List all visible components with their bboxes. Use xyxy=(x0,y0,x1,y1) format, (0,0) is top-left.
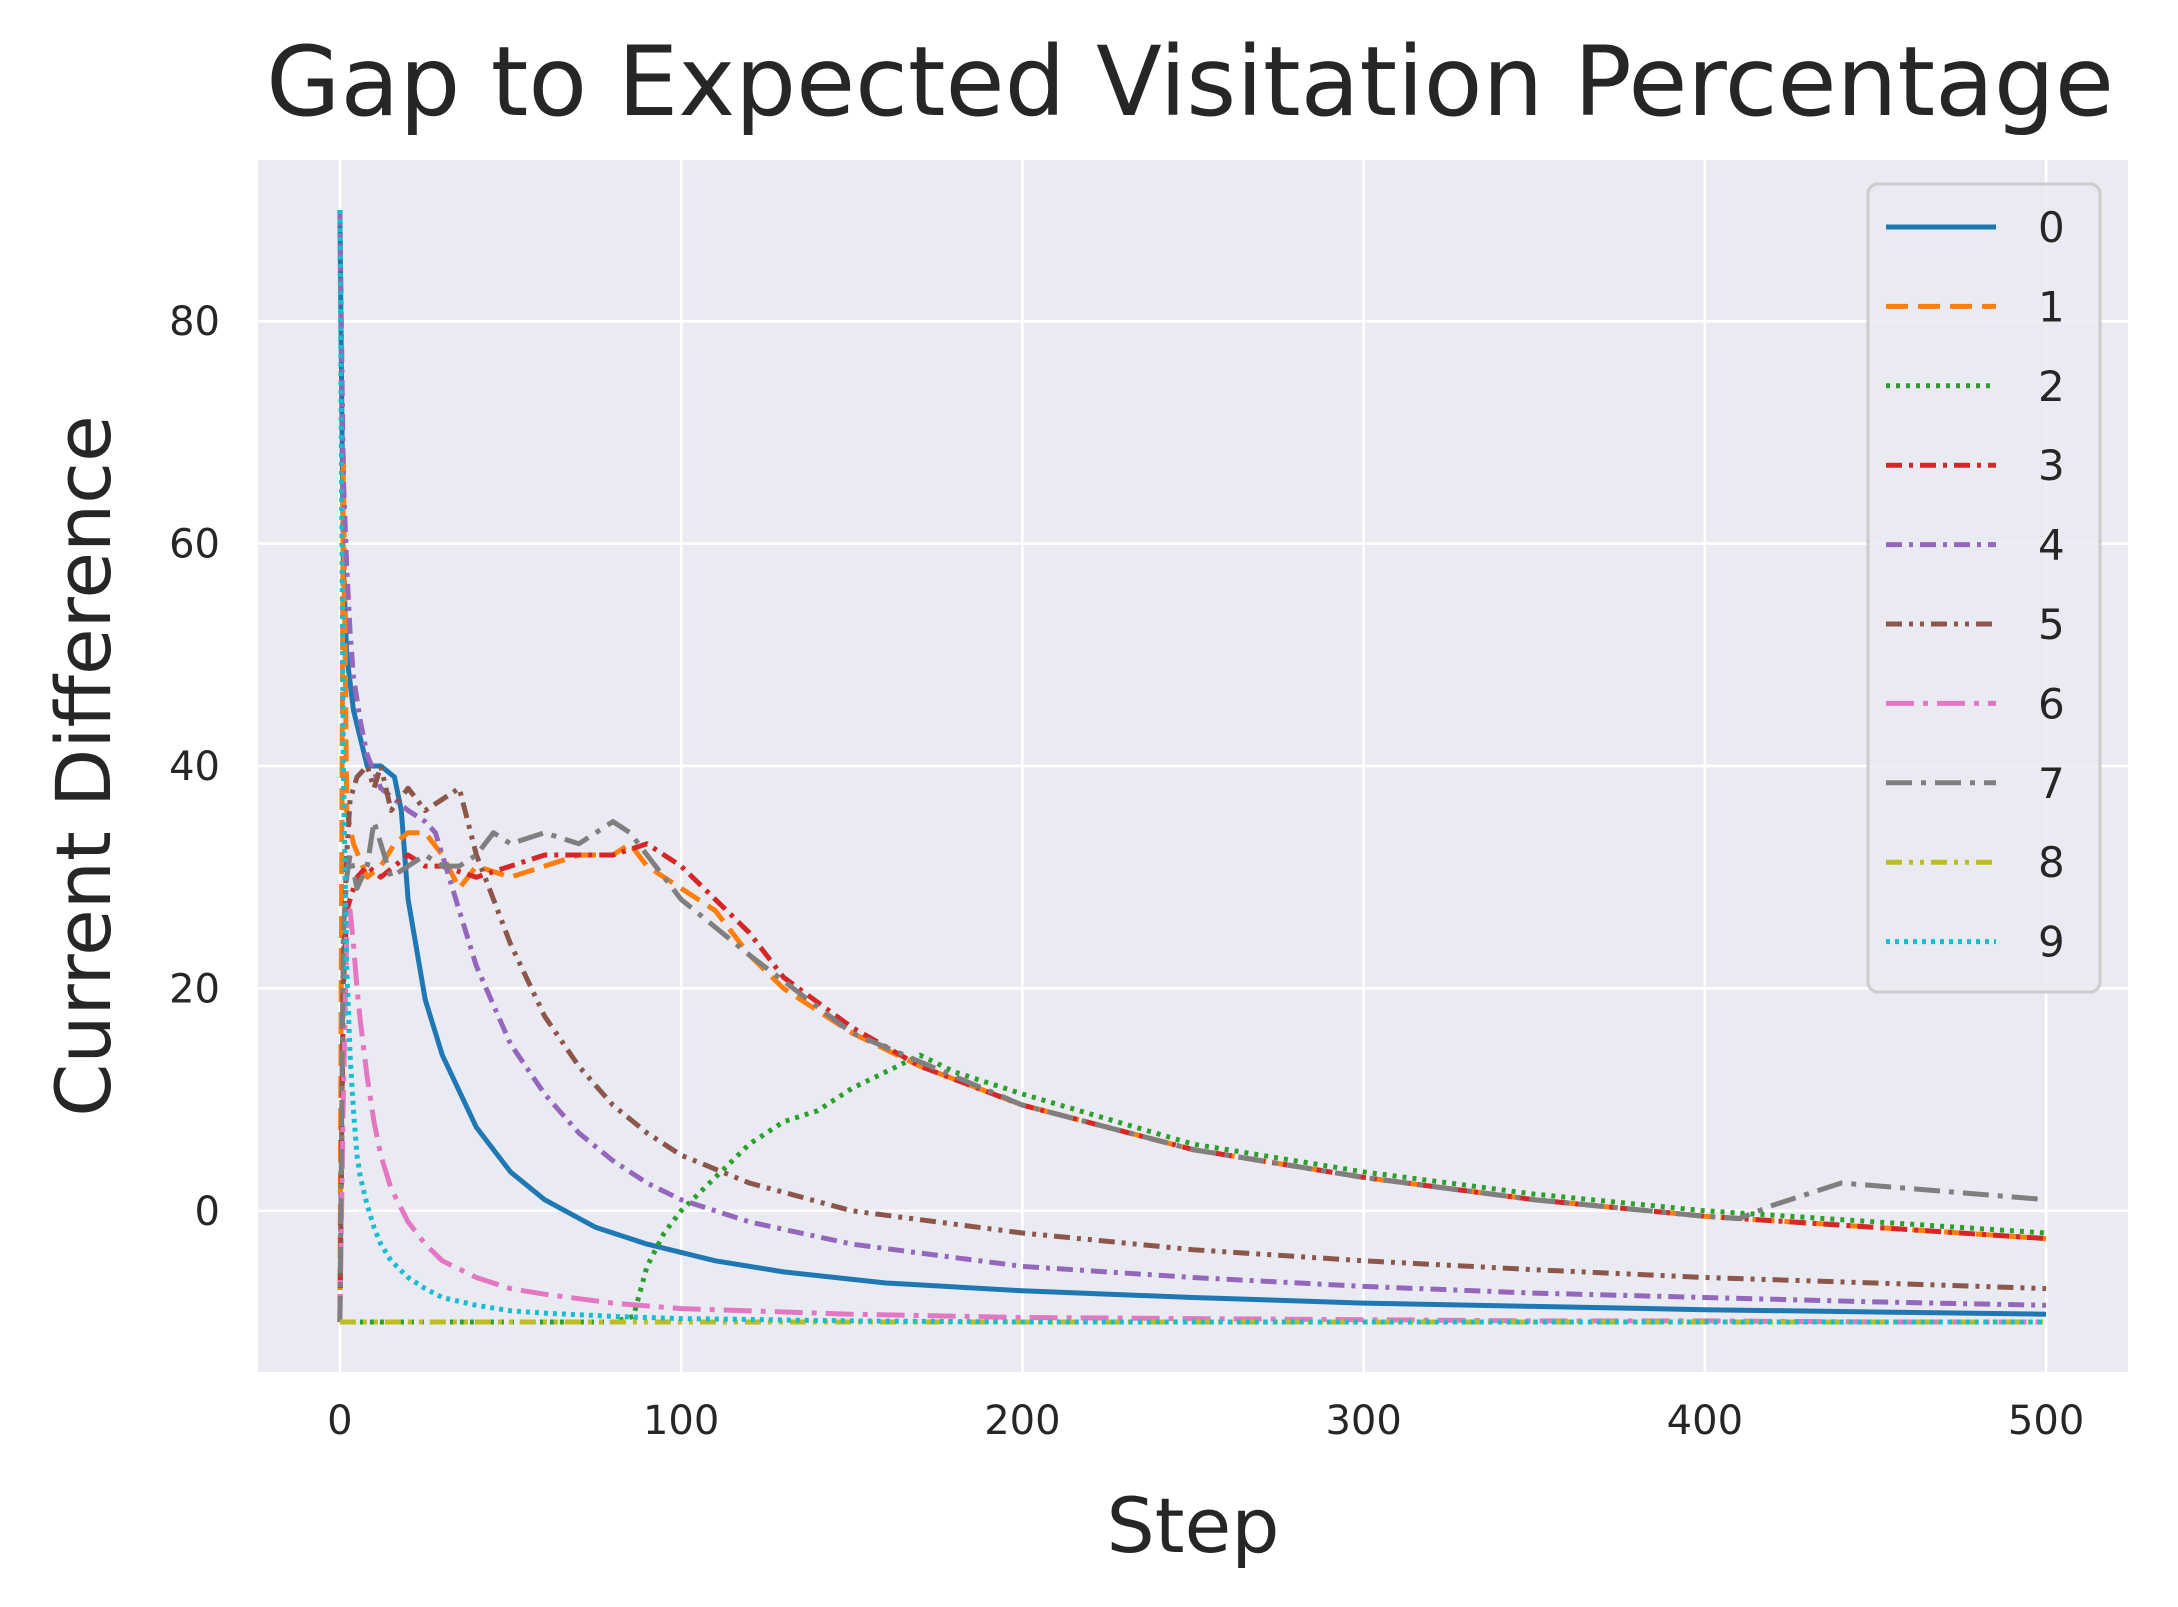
y-tick-labels: 0 20 40 60 80 xyxy=(169,299,220,1235)
series-lines xyxy=(337,209,2047,1325)
x-tick-label-1: 100 xyxy=(643,1398,719,1444)
series-line-6 xyxy=(337,908,2047,1325)
x-tick-label-3: 300 xyxy=(1325,1398,1401,1444)
legend-label-3: 3 xyxy=(2038,441,2065,490)
y-tick-label-1: 20 xyxy=(169,966,220,1012)
series-line-5 xyxy=(337,763,2047,1323)
chart-title: Gap to Expected Visitation Percentage xyxy=(266,26,2114,138)
series-line-3 xyxy=(337,841,2047,1323)
y-tick-label-0: 0 xyxy=(195,1189,220,1235)
legend-label-1: 1 xyxy=(2038,282,2065,331)
x-tick-label-2: 200 xyxy=(984,1398,1060,1444)
legend-label-9: 9 xyxy=(2038,918,2065,967)
y-axis-label: Current Difference xyxy=(39,415,128,1116)
x-tick-label-5: 500 xyxy=(2008,1398,2084,1444)
legend-label-4: 4 xyxy=(2038,521,2065,570)
legend-label-0: 0 xyxy=(2038,203,2065,252)
x-axis-label: Step xyxy=(1106,1481,1279,1570)
x-tick-labels: 0 100 200 300 400 500 xyxy=(327,1398,2084,1444)
legend-label-8: 8 xyxy=(2038,838,2065,887)
y-tick-label-2: 40 xyxy=(169,744,220,790)
legend-label-6: 6 xyxy=(2038,679,2065,728)
y-tick-label-4: 80 xyxy=(169,299,220,345)
y-tick-label-3: 60 xyxy=(169,522,220,568)
legend-label-2: 2 xyxy=(2038,362,2065,411)
legend-label-5: 5 xyxy=(2038,600,2065,649)
legend: 0 1 2 3 4 5 6 7 8 9 xyxy=(1866,182,2102,994)
x-tick-label-4: 400 xyxy=(1667,1398,1743,1444)
series-line-7 xyxy=(337,819,2047,1323)
x-tick-label-0: 0 xyxy=(327,1398,352,1444)
legend-label-7: 7 xyxy=(2038,759,2065,808)
